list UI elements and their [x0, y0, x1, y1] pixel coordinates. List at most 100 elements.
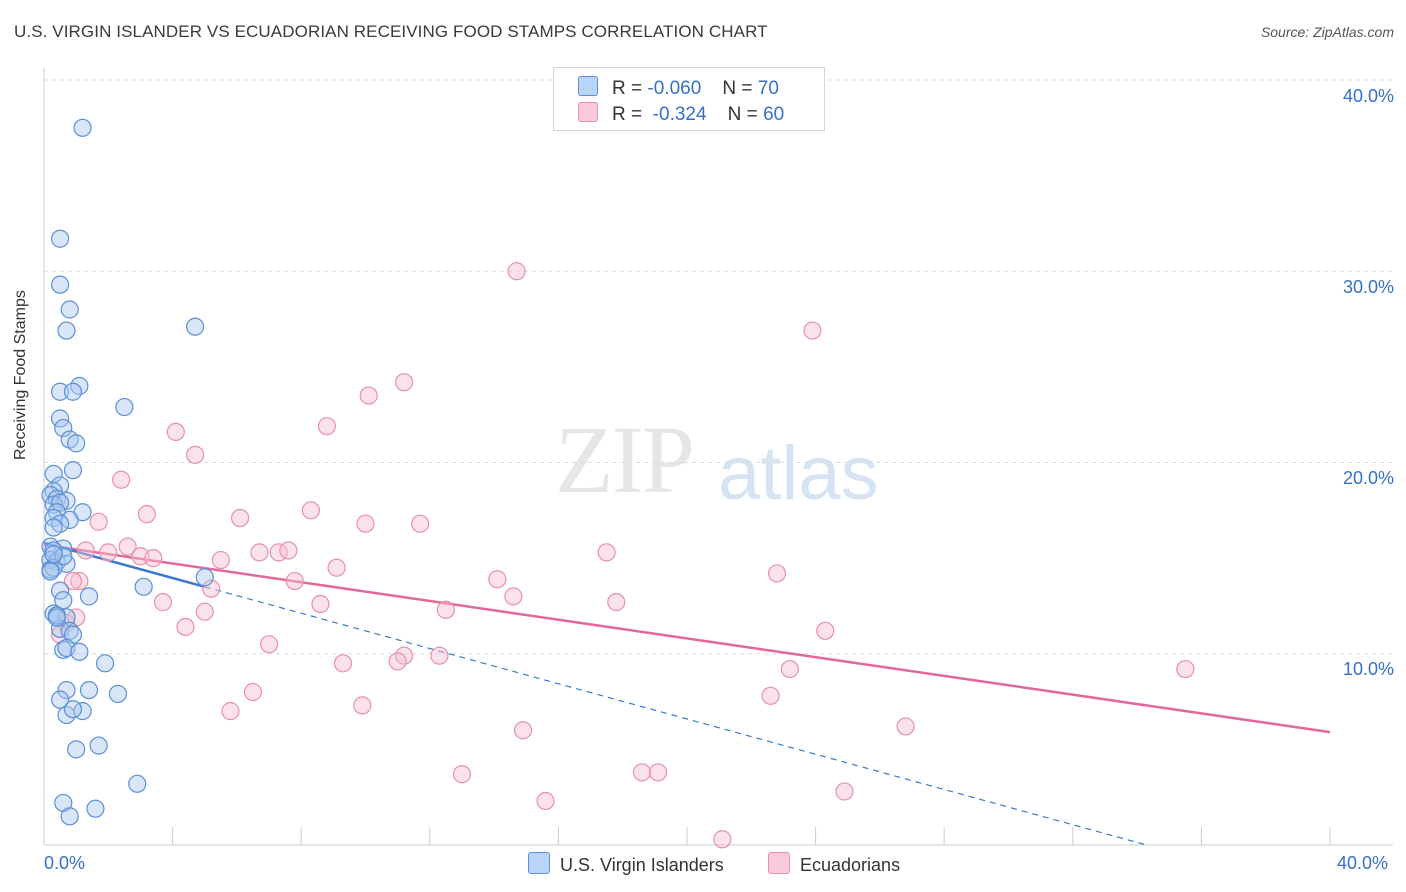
point-virgin-islanders	[57, 321, 76, 340]
point-ecuadorians	[63, 571, 83, 591]
y-tick-label-40: 40.0%	[1342, 86, 1394, 106]
point-virgin-islanders	[47, 608, 66, 627]
point-ecuadorians	[835, 782, 854, 801]
point-ecuadorians	[1176, 659, 1195, 679]
r-value-blue: -0.060	[647, 78, 702, 99]
point-virgin-islanders	[60, 807, 79, 826]
point-virgin-islanders	[50, 409, 70, 428]
point-ecuadorians	[195, 602, 214, 621]
point-virgin-islanders	[70, 642, 89, 661]
y-tick-label-10: 10.0%	[1342, 659, 1394, 679]
point-ecuadorians	[76, 541, 95, 560]
stats-legend-row-blue: R = -0.060 N = 70	[578, 76, 779, 100]
point-ecuadorians	[118, 537, 137, 556]
point-ecuadorians	[488, 570, 507, 589]
point-ecuadorians	[504, 587, 523, 606]
point-virgin-islanders	[54, 640, 73, 660]
point-ecuadorians	[507, 262, 526, 281]
point-virgin-islanders	[79, 680, 99, 700]
point-ecuadorians	[137, 505, 156, 524]
point-virgin-islanders	[195, 568, 214, 587]
pink-swatch-icon	[578, 102, 598, 122]
point-ecuadorians	[70, 571, 89, 591]
point-ecuadorians	[388, 652, 407, 671]
stats-legend-row-pink: R = -0.324 N = 60	[578, 102, 784, 126]
point-virgin-islanders	[60, 510, 79, 529]
point-virgin-islanders	[186, 317, 205, 336]
point-ecuadorians	[285, 571, 304, 591]
trend-line-virgin-islanders-extended	[204, 586, 1147, 846]
legend-item-virgin-islanders[interactable]: U.S. Virgin Islanders	[528, 852, 724, 876]
point-virgin-islanders	[63, 700, 83, 719]
trend-line-ecuadorians	[43, 543, 1331, 734]
point-ecuadorians	[317, 417, 337, 436]
point-virgin-islanders	[63, 382, 83, 401]
point-ecuadorians	[536, 791, 555, 811]
data-points	[41, 118, 1195, 849]
point-ecuadorians	[597, 543, 616, 562]
point-ecuadorians	[713, 830, 732, 849]
point-ecuadorians	[221, 702, 240, 721]
point-virgin-islanders	[95, 654, 115, 673]
point-ecuadorians	[202, 579, 221, 598]
point-ecuadorians	[356, 514, 375, 533]
point-virgin-islanders	[50, 690, 70, 709]
point-ecuadorians	[99, 543, 118, 562]
n-value-pink: 60	[763, 104, 785, 125]
axes	[43, 68, 1393, 846]
point-virgin-islanders	[54, 591, 73, 610]
point-virgin-islanders	[57, 680, 76, 700]
point-ecuadorians	[816, 621, 835, 640]
point-ecuadorians	[452, 765, 472, 784]
point-virgin-islanders	[134, 577, 153, 596]
y-tick-label-30: 30.0%	[1342, 277, 1394, 297]
pink-swatch-icon	[768, 852, 790, 874]
point-virgin-islanders	[50, 229, 70, 248]
point-ecuadorians	[89, 512, 108, 531]
point-ecuadorians	[803, 321, 822, 340]
watermark-zip: ZIP	[555, 406, 695, 513]
point-ecuadorians	[607, 593, 626, 612]
point-ecuadorians	[279, 541, 298, 560]
point-ecuadorians	[896, 717, 915, 736]
point-ecuadorians	[259, 635, 279, 654]
grid-lines	[44, 79, 1393, 655]
point-ecuadorians	[761, 686, 780, 705]
point-virgin-islanders	[108, 684, 128, 704]
point-ecuadorians	[186, 445, 205, 464]
trend-lines	[43, 541, 1331, 846]
point-virgin-islanders	[60, 300, 79, 319]
point-virgin-islanders	[115, 397, 134, 417]
blue-swatch-icon	[578, 76, 598, 96]
point-virgin-islanders	[50, 581, 70, 600]
point-virgin-islanders	[50, 493, 70, 512]
point-virgin-islanders	[67, 434, 86, 453]
point-ecuadorians	[436, 600, 455, 619]
point-virgin-islanders	[79, 587, 99, 606]
x-tick-label-max: 40.0%	[1337, 853, 1389, 873]
point-virgin-islanders	[73, 118, 92, 137]
point-virgin-islanders	[50, 275, 70, 294]
chart-title: U.S. VIRGIN ISLANDER VS ECUADORIAN RECEI…	[14, 22, 768, 41]
point-virgin-islanders	[89, 736, 108, 755]
point-ecuadorians	[250, 543, 269, 562]
point-ecuadorians	[166, 422, 185, 441]
point-ecuadorians	[513, 721, 533, 740]
source-label: Source: ZipAtlas.com	[1260, 24, 1394, 40]
point-ecuadorians	[359, 386, 378, 405]
point-virgin-islanders	[44, 518, 63, 537]
point-virgin-islanders	[41, 562, 60, 581]
legend-item-ecuadorians[interactable]: Ecuadorians	[768, 852, 900, 876]
point-virgin-islanders	[50, 382, 70, 401]
point-virgin-islanders	[63, 461, 83, 480]
point-ecuadorians	[301, 501, 320, 520]
point-ecuadorians	[243, 682, 263, 702]
point-ecuadorians	[394, 373, 414, 392]
x-tick-label-min: 0.0%	[44, 853, 86, 873]
point-ecuadorians	[176, 617, 195, 637]
point-ecuadorians	[353, 696, 372, 715]
watermark-atlas: atlas	[718, 431, 879, 516]
point-virgin-islanders	[54, 418, 73, 438]
point-ecuadorians	[153, 593, 173, 612]
